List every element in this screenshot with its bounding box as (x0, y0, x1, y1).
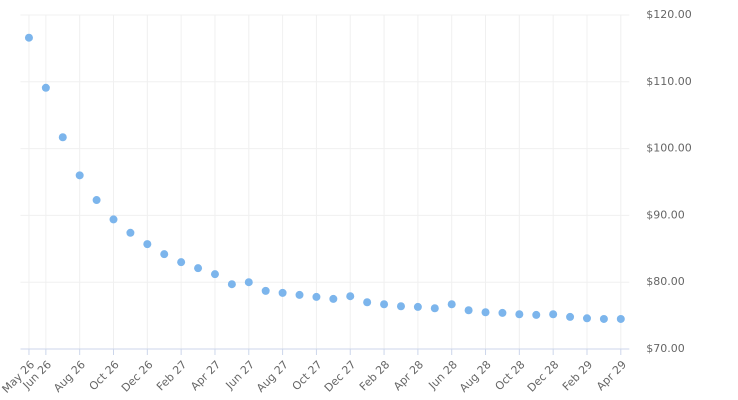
point (515, 310, 524, 319)
x-tick-label: Dec 27 (322, 358, 359, 395)
y-tick-label: $90.00 (646, 208, 685, 221)
x-tick-label: Apr 28 (391, 358, 426, 393)
point (464, 306, 473, 315)
point (261, 286, 270, 295)
point (41, 83, 50, 92)
point (194, 264, 203, 273)
point (312, 292, 321, 301)
x-tick-label: Dec 28 (525, 358, 562, 395)
x-tick-label: Oct 28 (493, 358, 528, 393)
point (75, 171, 84, 180)
point (549, 310, 558, 319)
point (566, 312, 575, 321)
x-tick-label: Dec 26 (119, 358, 156, 395)
point (532, 310, 541, 319)
point (109, 215, 118, 224)
point (498, 308, 507, 317)
x-tick-label: Feb 27 (154, 358, 189, 393)
point (227, 280, 236, 289)
point (582, 314, 591, 323)
point (126, 228, 135, 237)
point (24, 33, 33, 42)
point (599, 314, 608, 323)
point (481, 308, 490, 317)
point (58, 133, 67, 142)
point (363, 298, 372, 307)
y-tick-label: $110.00 (646, 75, 692, 88)
x-tick-label: Apr 27 (188, 358, 223, 393)
point (346, 292, 355, 301)
point (329, 294, 338, 303)
x-tick-label: Aug 28 (457, 358, 494, 395)
point (210, 270, 219, 279)
y-tick-label: $100.00 (646, 142, 692, 155)
point (396, 302, 405, 311)
point (380, 300, 389, 309)
point (92, 196, 101, 205)
point (177, 258, 186, 267)
y-tick-label: $120.00 (646, 8, 692, 21)
point (278, 288, 287, 297)
x-tick-label: Feb 28 (357, 358, 392, 393)
y-tick-label: $70.00 (646, 342, 685, 355)
y-tick-label: $80.00 (646, 275, 685, 288)
point (447, 300, 456, 309)
x-tick-label: Oct 26 (87, 358, 122, 393)
point (160, 250, 169, 259)
x-tick-label: Feb 29 (560, 358, 595, 393)
x-tick-label: Apr 29 (594, 358, 629, 393)
x-tick-label: Jun 28 (426, 358, 460, 392)
point (413, 302, 422, 311)
x-tick-label: Jun 27 (223, 358, 257, 392)
point (295, 290, 304, 299)
point (143, 240, 152, 249)
point (244, 278, 253, 287)
x-tick-label: Aug 26 (51, 358, 88, 395)
x-tick-label: Aug 27 (254, 358, 291, 395)
point (616, 314, 625, 323)
x-tick-label: Oct 27 (290, 358, 325, 393)
point (430, 304, 439, 313)
